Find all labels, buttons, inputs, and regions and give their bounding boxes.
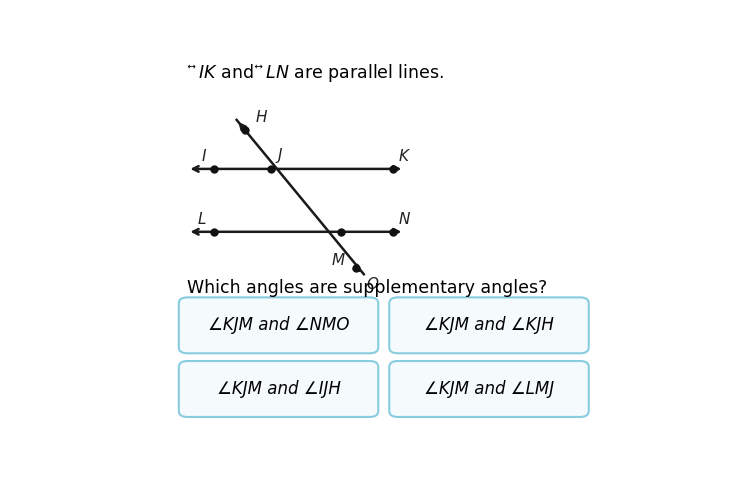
Text: ∠KJM and ∠KJH: ∠KJM and ∠KJH — [424, 316, 554, 334]
Text: H: H — [256, 110, 267, 125]
Text: ∠KJM and ∠NMO: ∠KJM and ∠NMO — [208, 316, 349, 334]
Text: J: J — [277, 148, 281, 163]
Text: ∠KJM and ∠LMJ: ∠KJM and ∠LMJ — [424, 380, 554, 398]
Text: L: L — [198, 212, 207, 227]
FancyBboxPatch shape — [179, 298, 378, 353]
FancyBboxPatch shape — [389, 298, 589, 353]
FancyBboxPatch shape — [389, 361, 589, 417]
Text: Which angles are supplementary angles?: Which angles are supplementary angles? — [187, 280, 548, 298]
Text: I: I — [202, 149, 207, 164]
Text: O: O — [367, 278, 379, 292]
Text: K: K — [398, 149, 409, 164]
Text: ∠KJM and ∠IJH: ∠KJM and ∠IJH — [216, 380, 340, 398]
FancyBboxPatch shape — [179, 361, 378, 417]
Text: M: M — [331, 253, 345, 268]
Text: $\overleftrightarrow{IK}$ and $\overleftrightarrow{LN}$ are parallel lines.: $\overleftrightarrow{IK}$ and $\overleft… — [187, 62, 445, 84]
Text: N: N — [398, 212, 410, 227]
